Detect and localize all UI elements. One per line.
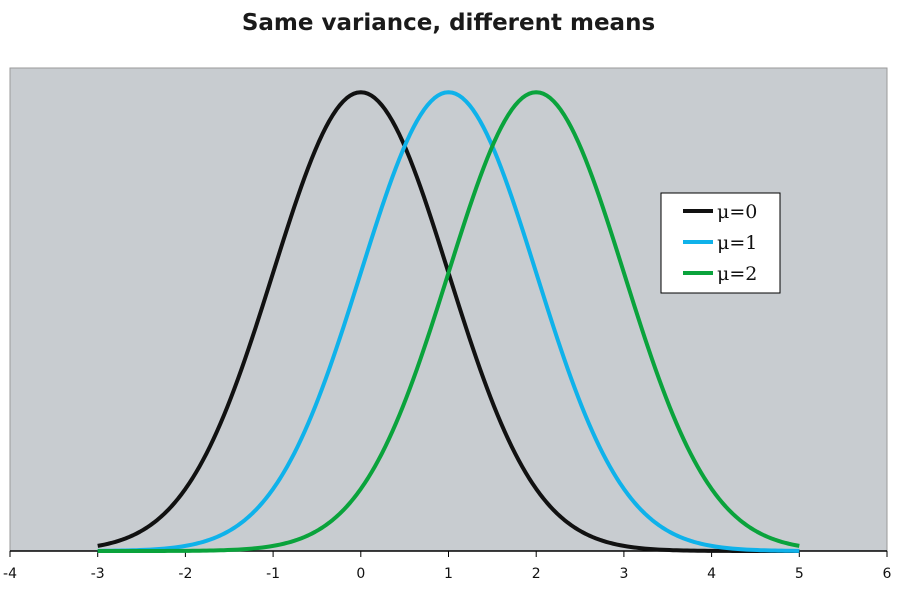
series-lines [97,90,800,553]
series-line-2 [97,90,800,553]
x-tick-label: 4 [707,566,716,582]
legend-label: μ=1 [717,232,757,254]
x-tick-label: 6 [883,566,892,582]
x-tick-label: 2 [532,566,541,582]
x-axis-ticks: -4 -3 -2 -1 0 1 2 3 4 5 6 [3,551,892,582]
legend: μ=0 μ=1 μ=2 [660,192,781,294]
x-tick-label: -2 [178,566,192,582]
x-tick-label: 3 [619,566,628,582]
series-line-1 [97,90,800,553]
plot-area [9,67,888,552]
x-tick-label: -4 [3,566,17,582]
x-tick-label: -3 [91,566,105,582]
legend-box [660,192,781,294]
x-tick-label: 1 [444,566,453,582]
legend-label: μ=2 [717,263,757,285]
legend-label: μ=0 [717,201,757,223]
chart-title: Same variance, different means [241,10,656,36]
x-tick-label: 0 [356,566,365,582]
x-tick-label: 5 [795,566,804,582]
x-tick-label: -1 [266,566,280,582]
